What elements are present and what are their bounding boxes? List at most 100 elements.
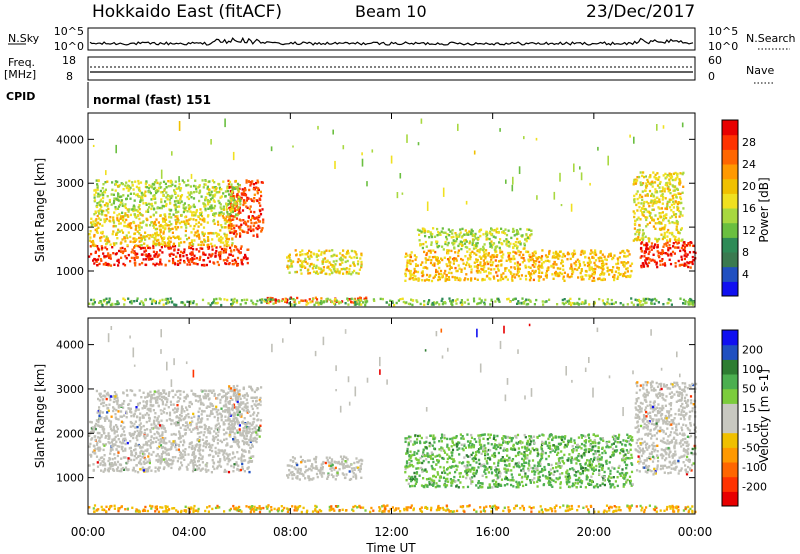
echo-cell bbox=[168, 195, 171, 198]
echo-cell bbox=[430, 241, 433, 244]
echo-cell bbox=[654, 222, 657, 225]
echo-cell bbox=[162, 303, 165, 306]
echo-cell bbox=[191, 459, 194, 463]
echo-cell bbox=[150, 207, 153, 211]
echo-cell bbox=[232, 232, 236, 235]
echo-cell bbox=[436, 301, 439, 304]
echo-cell bbox=[679, 181, 682, 184]
echo-cell bbox=[212, 213, 215, 216]
echo-cell bbox=[593, 273, 596, 276]
echo-cell bbox=[672, 197, 675, 200]
echo-cell bbox=[307, 268, 310, 271]
echo-cell bbox=[527, 260, 530, 263]
echo-cell bbox=[145, 180, 148, 183]
echo-cell bbox=[157, 263, 161, 266]
echo-cell bbox=[653, 297, 657, 301]
echo-cell bbox=[111, 464, 114, 468]
echo-cell bbox=[494, 236, 497, 239]
echo-cell bbox=[660, 251, 663, 255]
echo-cell bbox=[88, 445, 91, 448]
echo-cell bbox=[121, 427, 124, 430]
echo-cell bbox=[239, 225, 242, 228]
echo-cell bbox=[223, 247, 226, 251]
echo-cell bbox=[180, 220, 183, 224]
echo-cell bbox=[531, 269, 534, 273]
echo-cell bbox=[252, 187, 255, 191]
echo-cell bbox=[198, 250, 201, 253]
echo-cell bbox=[617, 271, 620, 275]
echo-cell bbox=[483, 301, 486, 304]
echo-cell bbox=[235, 217, 238, 220]
echo-cell bbox=[681, 263, 684, 266]
echo-cell bbox=[594, 251, 597, 254]
echo-cell bbox=[154, 424, 158, 428]
echo-cell bbox=[490, 258, 493, 261]
echo-cell bbox=[89, 230, 92, 233]
echo-cell bbox=[467, 302, 470, 306]
echo-cell bbox=[429, 231, 432, 234]
echo-cell bbox=[259, 396, 262, 400]
echo-cell bbox=[290, 303, 293, 306]
echo-cell bbox=[232, 440, 235, 443]
echo-cell bbox=[308, 298, 311, 301]
echo-cell bbox=[652, 194, 655, 197]
echo-cell bbox=[313, 253, 316, 256]
echo-cell bbox=[628, 253, 631, 256]
echo-cell bbox=[651, 180, 654, 183]
echo-cell bbox=[490, 246, 494, 249]
echo-cell bbox=[593, 261, 596, 265]
echo-cell bbox=[229, 212, 232, 216]
echo-cell bbox=[609, 252, 612, 255]
echo-cell bbox=[165, 302, 168, 305]
echo-cell bbox=[228, 253, 231, 256]
echo-cell bbox=[242, 256, 246, 259]
echo-cell bbox=[652, 246, 655, 250]
echo-cell bbox=[214, 252, 217, 255]
echo-cell bbox=[188, 263, 192, 266]
echo-cell bbox=[261, 227, 264, 230]
echo-cell bbox=[229, 226, 232, 229]
echo-cell bbox=[211, 238, 214, 241]
echo-cell bbox=[666, 302, 669, 305]
echo-cell bbox=[112, 221, 116, 224]
echo-cell bbox=[258, 398, 261, 402]
echo-cell bbox=[179, 440, 182, 444]
echo-cell bbox=[118, 203, 122, 207]
echo-cell bbox=[256, 189, 259, 193]
echo-cell bbox=[471, 243, 474, 246]
echo-cell bbox=[509, 270, 512, 274]
echo-cell bbox=[658, 215, 661, 218]
echo-cell bbox=[421, 270, 424, 273]
echo-cell bbox=[241, 448, 244, 451]
echo-cell bbox=[187, 236, 191, 240]
echo-cell bbox=[641, 234, 644, 237]
echo-cell bbox=[258, 220, 262, 223]
echo-cell bbox=[301, 253, 304, 256]
echo-cell bbox=[552, 263, 555, 266]
echo-cell bbox=[202, 444, 205, 448]
echo-cell bbox=[667, 298, 670, 301]
echo-cell bbox=[143, 250, 146, 253]
echo-cell bbox=[243, 187, 247, 190]
echo-cell bbox=[218, 297, 221, 300]
echo-cell bbox=[619, 251, 622, 255]
echo-cell bbox=[244, 194, 247, 197]
echo-cell bbox=[323, 257, 327, 260]
echo-cell bbox=[143, 246, 147, 250]
echo-cell bbox=[497, 231, 500, 234]
echo-cell bbox=[472, 247, 476, 250]
echo-cell bbox=[227, 199, 230, 202]
echo-cell bbox=[187, 197, 190, 201]
echo-cell bbox=[249, 437, 252, 440]
echo-cell bbox=[190, 196, 193, 199]
echo-cell bbox=[328, 261, 331, 264]
echo-cell bbox=[121, 238, 124, 241]
echo-cell bbox=[366, 181, 368, 187]
echo-cell bbox=[245, 434, 248, 438]
echo-cell bbox=[96, 222, 99, 225]
echo-cell bbox=[158, 424, 162, 427]
echo-cell bbox=[94, 210, 97, 213]
echo-cell bbox=[249, 225, 252, 228]
echo-cell bbox=[103, 191, 107, 194]
echo-cell bbox=[350, 249, 353, 253]
